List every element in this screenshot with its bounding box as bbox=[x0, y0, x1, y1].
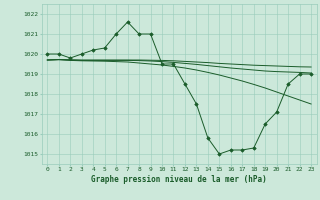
X-axis label: Graphe pression niveau de la mer (hPa): Graphe pression niveau de la mer (hPa) bbox=[91, 175, 267, 184]
